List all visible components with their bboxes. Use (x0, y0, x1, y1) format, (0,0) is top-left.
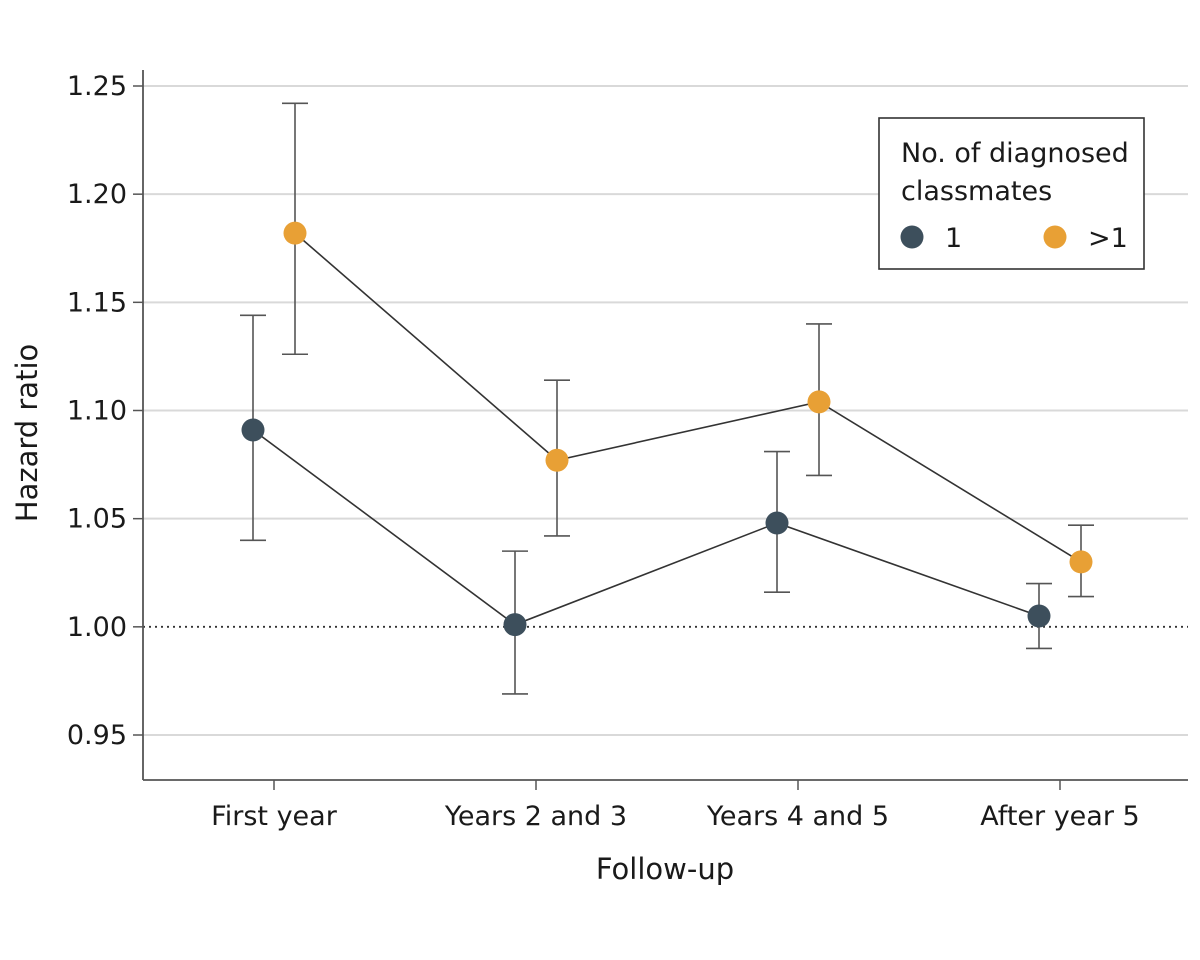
data-point (283, 221, 307, 245)
legend-title-line-1: No. of diagnosed (901, 138, 1129, 169)
legend-swatch-series-gt1 (1043, 225, 1067, 249)
data-point (807, 390, 831, 414)
legend-label-series-1: 1 (945, 223, 962, 254)
y-tick-label: 1.25 (67, 71, 127, 102)
y-tick-label: 1.10 (67, 396, 127, 427)
data-point (765, 511, 789, 535)
y-tick-label: 1.05 (67, 504, 127, 535)
series-gt1 (282, 102, 1094, 598)
y-tick-label: 1.20 (67, 179, 127, 210)
series-line (252, 429, 1040, 626)
data-point (1069, 550, 1093, 574)
axes (142, 70, 1188, 781)
legend-label-series-gt1: >1 (1088, 223, 1128, 254)
data-point (503, 613, 527, 637)
y-axis-ticks: 0.95 1.00 1.05 1.10 1.15 1.20 1.25 (67, 71, 143, 751)
x-tick-label: Years 2 and 3 (444, 801, 627, 832)
series-layer (240, 102, 1094, 695)
x-tick-label: After year 5 (980, 801, 1139, 832)
x-tick-label: Years 4 and 5 (706, 801, 889, 832)
data-point (545, 448, 569, 472)
legend-box (878, 117, 1145, 270)
data-point (241, 418, 265, 442)
x-axis-ticks: First year Years 2 and 3 Years 4 and 5 Afte… (211, 780, 1140, 832)
x-tick-label: First year (211, 801, 338, 832)
legend: No. of diagnosed classmates 1 >1 (878, 117, 1145, 270)
data-point (1027, 604, 1051, 628)
series-1 (240, 314, 1052, 695)
y-tick-label: 0.95 (67, 720, 127, 751)
y-axis-title: Hazard ratio (10, 344, 44, 522)
y-tick-label: 1.00 (67, 612, 127, 643)
series-line (294, 232, 1082, 563)
legend-swatch-series-1 (900, 225, 924, 249)
x-axis-title: Follow-up (596, 852, 734, 886)
y-tick-label: 1.15 (67, 287, 127, 318)
gridlines (143, 85, 1188, 736)
legend-title-line-2: classmates (901, 176, 1052, 207)
